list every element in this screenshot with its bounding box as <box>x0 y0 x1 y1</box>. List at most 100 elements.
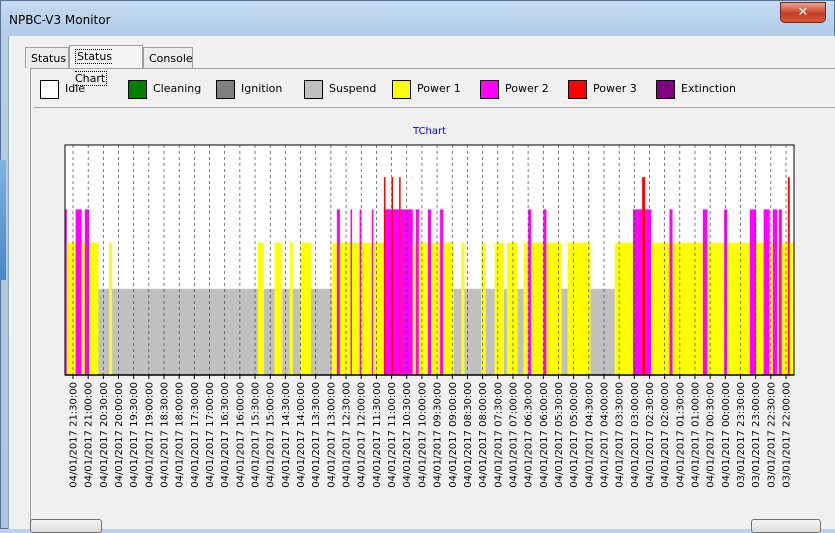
x-tick-label: 04/01/2017 14:00:00 <box>296 382 307 488</box>
tab-status[interactable]: Status <box>25 47 69 68</box>
close-button[interactable]: ✕ <box>780 2 826 23</box>
legend-swatch-cleaning <box>128 80 147 99</box>
status-segment <box>669 209 673 375</box>
status-segment <box>453 288 462 375</box>
status-segment <box>427 209 432 375</box>
status-segment <box>385 209 392 375</box>
x-tick-label: 03/01/2017 23:00:00 <box>751 382 762 488</box>
status-segment <box>567 242 591 375</box>
x-tick-label: 03/01/2017 22:30:00 <box>766 382 777 488</box>
status-segment <box>109 242 113 375</box>
status-chart[interactable]: TChart 04/01/2017 21:30:00 04/01/2017 21:0… <box>34 108 835 516</box>
x-tick-label: 04/01/2017 08:00:00 <box>478 382 489 488</box>
status-segment <box>651 242 670 375</box>
legend-swatch-idle <box>40 80 59 99</box>
status-segment <box>383 177 386 375</box>
x-tick-label: 04/01/2017 14:30:00 <box>281 382 292 488</box>
status-segment <box>443 242 454 375</box>
tab-status-chart[interactable]: Status Chart <box>69 45 143 86</box>
status-segment <box>614 242 634 375</box>
status-segment <box>789 242 794 375</box>
status-segment <box>787 177 790 375</box>
x-tick-label: 04/01/2017 03:00:00 <box>630 382 641 488</box>
legend-swatch-extinction <box>656 80 675 99</box>
x-tick-label: 04/01/2017 10:30:00 <box>402 382 413 488</box>
window-title: NPBC-V3 Monitor <box>9 13 111 27</box>
status-segment <box>81 242 85 375</box>
x-tick-label: 04/01/2017 03:30:00 <box>615 382 626 488</box>
bottom-left-button[interactable] <box>30 519 102 533</box>
x-tick-label: 04/01/2017 19:30:00 <box>129 382 140 488</box>
status-segment <box>274 242 283 375</box>
x-tick-label: 04/01/2017 05:00:00 <box>569 382 580 488</box>
status-segment <box>431 242 441 375</box>
x-tick-label: 04/01/2017 16:00:00 <box>235 382 246 488</box>
bottom-right-button[interactable] <box>751 519 821 533</box>
status-segment <box>98 288 110 375</box>
status-segment <box>391 177 394 375</box>
x-tick-label: 04/01/2017 13:30:00 <box>311 382 322 488</box>
x-tick-label: 04/01/2017 16:30:00 <box>220 382 231 488</box>
x-tick-label: 03/01/2017 22:00:00 <box>782 382 793 488</box>
status-segment <box>84 209 90 375</box>
status-segment <box>645 209 652 375</box>
status-segment <box>772 209 778 375</box>
x-tick-label: 04/01/2017 18:00:00 <box>175 382 186 488</box>
status-segment <box>724 209 728 375</box>
title-bar[interactable]: NPBC-V3 Monitor ✕ <box>0 0 835 36</box>
status-segment <box>400 209 413 375</box>
x-tick-label: 04/01/2017 09:30:00 <box>433 382 444 488</box>
x-tick-label: 04/01/2017 20:00:00 <box>114 382 125 488</box>
status-segment <box>777 242 779 375</box>
legend-swatch-suspend <box>304 80 323 99</box>
x-tick-label: 03/01/2017 23:30:00 <box>736 382 747 488</box>
x-tick-label: 04/01/2017 07:00:00 <box>508 382 519 488</box>
status-segment <box>517 288 524 375</box>
x-tick-label: 04/01/2017 17:30:00 <box>190 382 201 488</box>
legend-swatch-power-3 <box>568 80 587 99</box>
status-segment <box>415 209 419 375</box>
status-segment <box>300 242 312 375</box>
x-tick-label: 04/01/2017 15:30:00 <box>251 382 262 488</box>
legend-swatch-ignition <box>216 80 235 99</box>
status-segment <box>528 209 532 375</box>
status-segment <box>633 209 643 375</box>
status-segment <box>263 288 275 375</box>
x-tick-label: 04/01/2017 00:00:00 <box>721 382 732 488</box>
status-segment <box>66 242 76 375</box>
status-segment <box>412 242 416 375</box>
status-segment <box>332 242 337 375</box>
chart-area[interactable]: TChart 04/01/2017 21:30:00 04/01/2017 21:0… <box>34 107 835 515</box>
x-tick-label: 04/01/2017 17:00:00 <box>205 382 216 488</box>
status-segment <box>531 242 544 375</box>
status-segment <box>393 209 400 375</box>
chart-legend: Idle Cleaning Ignition Suspend Power 1 P… <box>40 79 830 101</box>
status-segment <box>65 209 67 375</box>
status-segment <box>257 242 264 375</box>
x-tick-label: 04/01/2017 02:30:00 <box>645 382 656 488</box>
x-tick-label: 04/01/2017 10:00:00 <box>417 382 428 488</box>
status-segment <box>543 209 547 375</box>
x-tick-label: 04/01/2017 09:00:00 <box>448 382 459 488</box>
status-segment <box>440 209 444 375</box>
status-segment <box>361 242 372 375</box>
status-segment <box>546 242 562 375</box>
status-segment <box>590 288 615 375</box>
status-segment <box>702 209 708 375</box>
x-tick-label: 04/01/2017 11:00:00 <box>387 382 398 488</box>
legend-label-extinction: Extinction <box>681 82 736 95</box>
status-segment <box>707 242 725 375</box>
x-tick-label: 04/01/2017 19:00:00 <box>144 382 155 488</box>
x-tick-label: 04/01/2017 11:30:00 <box>372 382 383 488</box>
tab-console[interactable]: Console <box>143 47 193 68</box>
status-segment <box>373 242 384 375</box>
status-segment <box>359 209 362 375</box>
x-tick-label: 04/01/2017 06:00:00 <box>539 382 550 488</box>
x-tick-label: 04/01/2017 15:00:00 <box>266 382 277 488</box>
x-tick-label: 04/01/2017 01:30:00 <box>675 382 686 488</box>
status-segment <box>336 209 340 375</box>
legend-label-power-3: Power 3 <box>593 82 637 95</box>
status-segment <box>481 242 486 375</box>
legend-swatch-power-2 <box>480 80 499 99</box>
x-tick-label: 04/01/2017 01:00:00 <box>690 382 701 488</box>
